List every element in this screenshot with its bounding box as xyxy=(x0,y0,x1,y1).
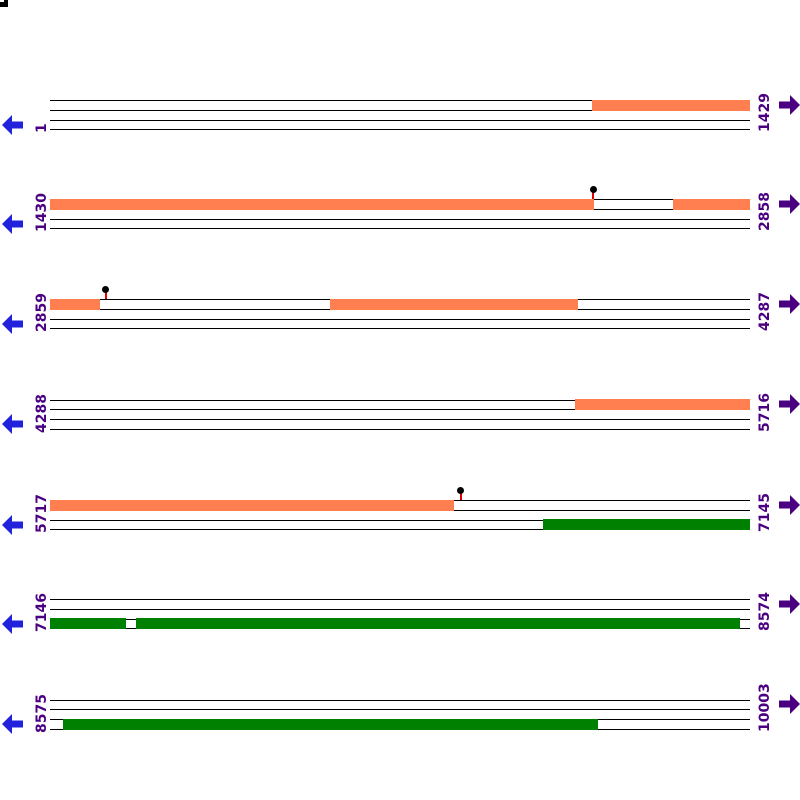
frame-line xyxy=(50,328,750,330)
row-start-coordinate-label: 4288 xyxy=(34,393,50,433)
frame-line xyxy=(50,599,750,600)
reverse-gene-bar xyxy=(543,519,750,531)
left-arrow-icon xyxy=(2,414,23,434)
left-arrow-icon xyxy=(2,613,23,634)
right-arrow-icon xyxy=(779,293,800,314)
frame-line xyxy=(50,608,750,610)
forward-gene-bar xyxy=(50,499,454,511)
lollipop-marker-icon xyxy=(102,285,109,293)
right-arrow-icon xyxy=(779,94,800,115)
frame-line xyxy=(50,119,750,121)
corner-mark xyxy=(0,2,8,7)
row-end-coordinate-label: 10003 xyxy=(757,683,773,732)
frame-line xyxy=(50,529,750,531)
row-end-coordinate-label: 1429 xyxy=(757,93,773,133)
frame-line xyxy=(50,428,750,430)
row-start-coordinate-label: 2859 xyxy=(34,293,50,333)
reverse-gene-bar xyxy=(50,618,126,630)
frame-line xyxy=(50,129,750,131)
reverse-gene-bar xyxy=(136,618,740,630)
corner-mark xyxy=(4,0,8,4)
lollipop-stem xyxy=(104,292,107,299)
right-arrow-icon xyxy=(779,193,800,214)
forward-gene-bar xyxy=(50,298,100,310)
row-end-coordinate-label: 7145 xyxy=(757,493,773,533)
row-start-coordinate-label: 1 xyxy=(34,123,50,134)
frame-line xyxy=(50,519,750,521)
lollipop-stem xyxy=(592,192,594,199)
frame-line xyxy=(50,318,750,320)
row-end-coordinate-label: 4287 xyxy=(757,292,773,332)
left-arrow-icon xyxy=(2,714,23,734)
reverse-gene-bar xyxy=(63,718,598,730)
forward-gene-bar xyxy=(50,198,594,210)
row-end-coordinate-label: 2858 xyxy=(757,192,773,232)
lollipop-marker-icon xyxy=(457,486,464,494)
right-arrow-icon xyxy=(779,494,800,515)
left-arrow-icon xyxy=(2,313,23,334)
left-arrow-icon xyxy=(2,114,23,135)
left-arrow-icon xyxy=(2,213,23,234)
right-arrow-icon xyxy=(779,593,800,614)
frame-line xyxy=(50,409,750,411)
frame-line xyxy=(50,699,750,701)
row-end-coordinate-label: 8574 xyxy=(757,592,773,632)
row-start-coordinate-label: 5717 xyxy=(34,494,50,534)
frame-line xyxy=(50,100,750,101)
lollipop-stem xyxy=(459,493,462,500)
frame-line xyxy=(50,218,750,220)
forward-gene-bar xyxy=(330,298,578,310)
row-start-coordinate-label: 8575 xyxy=(34,693,50,733)
right-arrow-icon xyxy=(779,394,800,415)
right-arrow-icon xyxy=(779,694,800,715)
left-arrow-icon xyxy=(2,514,23,535)
frame-line xyxy=(50,709,750,711)
frame-line xyxy=(50,399,750,401)
forward-gene-bar xyxy=(673,198,750,210)
frame-line xyxy=(50,109,750,111)
row-start-coordinate-label: 1430 xyxy=(34,193,50,233)
frame-line xyxy=(50,419,750,421)
forward-gene-bar xyxy=(592,99,750,111)
frame-line xyxy=(50,228,750,230)
row-end-coordinate-label: 5716 xyxy=(757,392,773,432)
lollipop-marker-icon xyxy=(589,185,597,193)
row-start-coordinate-label: 7146 xyxy=(34,593,50,633)
forward-gene-bar xyxy=(575,399,750,410)
